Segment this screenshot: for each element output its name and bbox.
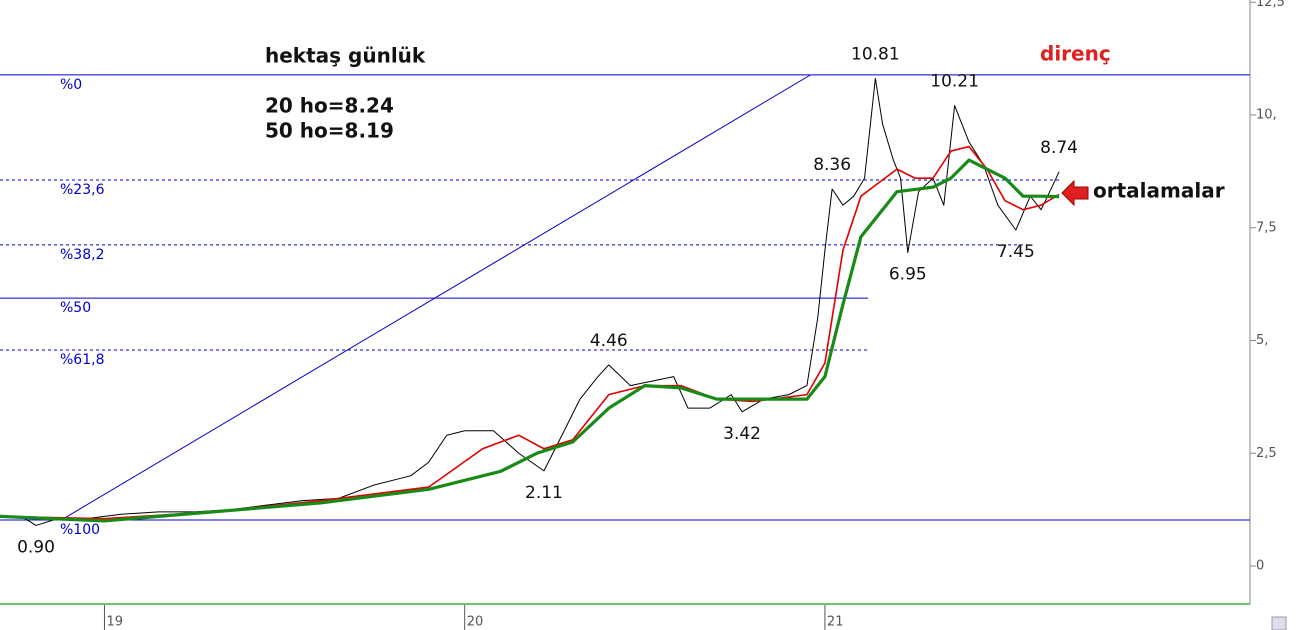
corner-icon — [1271, 616, 1287, 630]
series-line — [0, 158, 1060, 523]
trend-line — [60, 74, 811, 521]
point-label: 6.95 — [889, 265, 927, 285]
fib-label: %50 — [60, 300, 91, 316]
point-label: 10.81 — [851, 44, 900, 64]
point-label: 7.45 — [997, 242, 1035, 262]
note: 50 ho=8.19 — [265, 119, 394, 143]
point-label: 4.46 — [590, 331, 628, 351]
arrow — [1061, 179, 1089, 207]
y-tick-label: 0 — [1256, 559, 1264, 574]
series-line — [0, 77, 1060, 526]
y-tick-label: 12,5 — [1256, 0, 1285, 10]
fib-label: %100 — [60, 522, 100, 538]
fib-label: %38,2 — [60, 247, 104, 263]
fib-label: %0 — [60, 77, 82, 93]
fib-label: %23,6 — [60, 182, 105, 198]
y-tick-label: 5, — [1256, 333, 1268, 348]
point-label: 2.11 — [525, 483, 563, 503]
point-label: 8.74 — [1040, 138, 1078, 158]
series-line — [0, 145, 1060, 520]
y-tick-label: 10, — [1256, 108, 1277, 123]
point-label: 3.42 — [723, 424, 761, 444]
average-label: ortalamalar — [1093, 179, 1225, 203]
x-tick-label: 19 — [106, 615, 123, 630]
point-label: 0.90 — [17, 537, 55, 557]
x-tick-label: 21 — [827, 615, 844, 630]
point-label: 10.21 — [930, 72, 979, 92]
y-tick-label: 2,5 — [1256, 446, 1277, 461]
resistance-label: direnç — [1040, 42, 1111, 66]
point-label: 8.36 — [813, 155, 851, 175]
chart-title: hektaş günlük — [265, 44, 426, 68]
note: 20 ho=8.24 — [265, 94, 394, 118]
y-tick-label: 7,5 — [1256, 220, 1277, 235]
x-tick-label: 20 — [467, 615, 484, 630]
fib-label: %61,8 — [60, 352, 104, 368]
